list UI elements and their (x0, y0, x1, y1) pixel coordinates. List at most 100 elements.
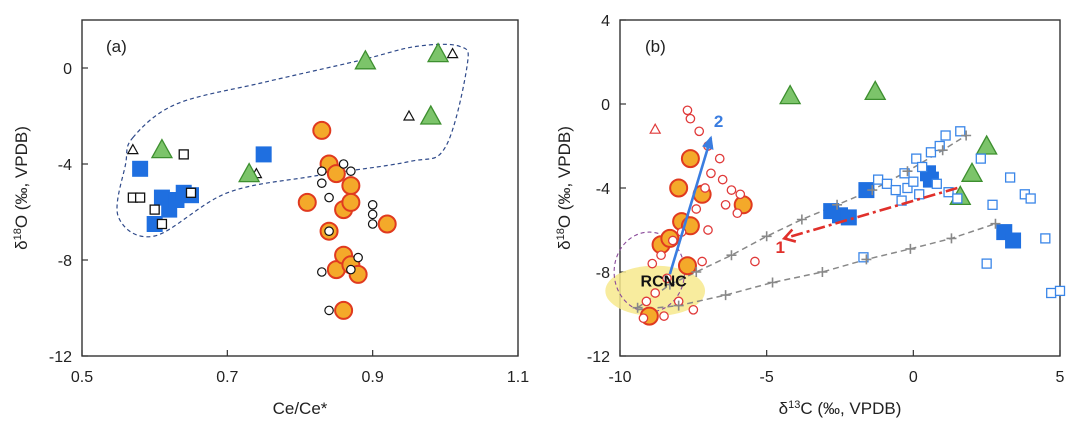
annotation-2: 2 (714, 112, 723, 131)
panel-a-envelope (116, 43, 469, 238)
panel-b-point (638, 313, 649, 324)
panel-b-point (832, 199, 843, 210)
panel-b-point (955, 126, 966, 137)
panel-b-point (881, 178, 893, 189)
panel-b-point (680, 149, 700, 169)
panel-b: (b) -10 -5 0 5 -12 -8 -4 0 4 RCNC 2 1 δ13C (‰, VPD… (555, 13, 1066, 418)
panel-b-point (961, 130, 972, 141)
panel-b-point (750, 256, 760, 267)
panel-a-point (346, 264, 356, 275)
panel-b-ticks: -10 -5 0 5 -12 -8 -4 0 4 (587, 13, 1065, 386)
trend-arrow-2 (668, 137, 713, 275)
panel-a-point (367, 219, 378, 229)
panel-a-point (185, 187, 197, 198)
panel-b-point (720, 199, 731, 210)
panel-b-point (840, 209, 857, 226)
panel-b-point (1046, 287, 1057, 299)
panel-b-point (1004, 172, 1016, 183)
panel-b-point (943, 187, 954, 198)
panel-b-point (691, 267, 702, 277)
panel-b-trend-arrows (668, 135, 958, 275)
panel-b-ytick-label: -8 (596, 265, 610, 282)
panel-b-point (726, 185, 737, 195)
panel-b-point (656, 250, 666, 261)
panel-a-ytick-label: -12 (49, 349, 72, 366)
panel-b-point (867, 185, 878, 196)
panel-b-point (796, 214, 807, 225)
panel-a-point (446, 47, 459, 59)
panel-a-point (126, 143, 139, 155)
panel-b-point (703, 225, 713, 235)
panel-b-point (632, 302, 643, 313)
panel-a-ytick-label: -8 (58, 253, 72, 270)
panel-b-point (916, 161, 928, 173)
panel-b-point (899, 168, 910, 179)
panel-b-point (925, 147, 937, 158)
panel-a-point (402, 109, 416, 121)
panel-a-marks (126, 42, 459, 320)
panel-a-point (367, 209, 378, 220)
panel-a-point (324, 192, 334, 203)
panel-b-point (662, 273, 672, 284)
panel-b-xtick-label: 5 (1056, 369, 1065, 386)
panel-a-point (316, 166, 327, 176)
panel-b-point (667, 235, 678, 246)
panel-b-point (905, 243, 916, 254)
panel-b-point (779, 84, 802, 105)
panel-b-point (902, 166, 913, 177)
panel-a-point (255, 146, 272, 163)
panel-a-point (324, 305, 334, 316)
panel-b-point (987, 199, 998, 210)
panel-a-point (312, 120, 332, 140)
panel-b-xlabel: δ13C (‰, VPDB) (779, 399, 902, 418)
panel-b-point (940, 130, 951, 141)
panel-b-point (677, 256, 697, 276)
panel-a-point (316, 267, 327, 277)
panel-b-point (691, 204, 702, 214)
panel-a-xtick-label: 0.5 (71, 369, 93, 386)
panel-b-point (1005, 232, 1022, 249)
panel-a-point (316, 178, 327, 188)
panel-b-point (641, 296, 652, 307)
panel-a-point (353, 252, 363, 263)
annotation-1: 1 (775, 238, 784, 257)
panel-a-point (334, 300, 354, 320)
panel-b-point (649, 122, 662, 134)
panel-b-point (858, 182, 875, 199)
panel-b-point (960, 161, 984, 182)
panel-b-point (735, 189, 746, 200)
panel-b-point (937, 145, 948, 156)
panel-b-xtick-label: 0 (909, 369, 918, 386)
panel-b-point (946, 233, 957, 244)
panel-b-point (685, 113, 696, 124)
panel-b-point (1025, 193, 1036, 204)
trend-arrow-2-head (702, 135, 714, 150)
panel-a-ylabel: δ18O (‰, VPDB) (12, 126, 31, 250)
panel-b-point (714, 153, 725, 164)
panel-b-point (726, 250, 737, 261)
panel-a-point (367, 200, 378, 210)
panel-b-point (858, 252, 869, 263)
panel-b-point (697, 256, 707, 267)
panel-b-point (659, 311, 669, 321)
panel-b-point (694, 126, 705, 137)
panel-a-xtick-label: 0.9 (362, 369, 384, 386)
panel-a-ytick-label: 0 (63, 61, 72, 78)
panel-a-point (297, 192, 317, 212)
panel-b-point (975, 153, 986, 164)
panel-b-point (688, 304, 699, 315)
panel-b-point (896, 195, 907, 206)
panel-b-point (650, 288, 661, 298)
panel-b-point (990, 218, 1001, 229)
panel-b-point (952, 193, 963, 204)
plot-area-a (81, 19, 519, 357)
panel-b-point (902, 182, 913, 194)
panel-b-ylabel: δ18O (‰, VPDB) (555, 126, 574, 250)
panel-b-ytick-label: 4 (601, 13, 610, 30)
panel-b-point (872, 174, 884, 185)
panel-a-point (134, 192, 146, 203)
panel-a-ticks: 0.5 0.7 0.9 1.1 -12 -8 -4 0 (49, 61, 529, 386)
panel-b-point (975, 134, 998, 155)
panel-b-point (914, 189, 925, 200)
